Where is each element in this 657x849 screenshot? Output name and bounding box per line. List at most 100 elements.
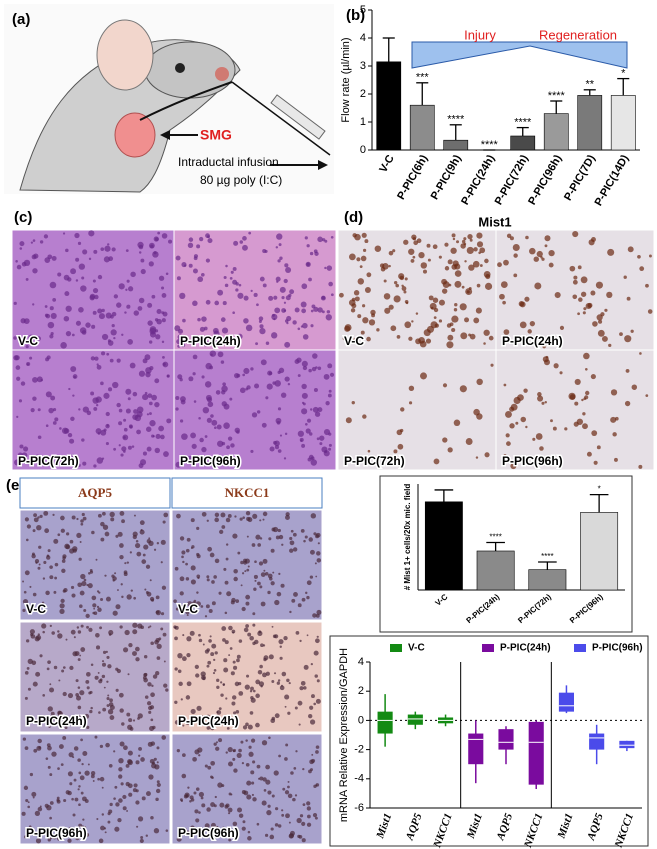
texture (156, 780, 160, 784)
texture (630, 329, 634, 333)
texture (301, 392, 308, 399)
texture (213, 575, 217, 579)
texture (69, 438, 75, 444)
texture (408, 248, 415, 255)
texture (202, 676, 206, 681)
texture (235, 710, 240, 714)
texture (461, 239, 466, 244)
texture (300, 439, 303, 442)
texture (107, 340, 114, 346)
texture (109, 705, 115, 711)
texture (143, 544, 149, 550)
texture (177, 828, 183, 833)
texture (509, 423, 515, 429)
texture (175, 607, 179, 611)
texture (289, 548, 294, 553)
texture (71, 515, 76, 520)
image-label: P-PIC(72h) (344, 454, 405, 468)
texture (289, 536, 293, 541)
texture (45, 424, 49, 428)
texture (362, 304, 366, 308)
texture (80, 573, 86, 580)
texture (584, 395, 589, 400)
texture (230, 671, 235, 676)
texture (222, 826, 225, 830)
texture (179, 591, 184, 596)
texture (46, 805, 52, 811)
texture (96, 818, 99, 821)
texture (209, 635, 212, 638)
texture (314, 411, 321, 417)
texture (180, 342, 186, 348)
texture (100, 825, 105, 831)
texture (57, 767, 60, 770)
texture (214, 830, 217, 834)
texture (544, 400, 547, 404)
texture (163, 451, 169, 457)
texture (144, 588, 147, 591)
texture (148, 340, 153, 344)
texture (106, 655, 110, 659)
texture (278, 572, 281, 575)
texture (454, 303, 458, 307)
texture (102, 707, 107, 712)
texture (182, 827, 188, 833)
texture (289, 610, 292, 614)
texture (469, 238, 473, 242)
texture (308, 713, 313, 719)
texture (216, 678, 220, 682)
texture (126, 561, 130, 564)
texture (306, 244, 310, 248)
chart-frame (379, 475, 633, 633)
texture (323, 450, 330, 457)
texture (157, 231, 161, 235)
texture (311, 694, 315, 699)
texture (312, 613, 317, 618)
x-tick-label: NKCC1 (522, 812, 546, 849)
texture (572, 294, 578, 300)
texture (207, 765, 212, 770)
texture (49, 281, 57, 289)
texture (176, 339, 182, 345)
texture (161, 318, 166, 323)
texture (223, 275, 227, 280)
texture (105, 312, 112, 319)
texture (231, 629, 236, 634)
texture (188, 263, 193, 268)
texture (82, 516, 87, 521)
texture (138, 463, 144, 469)
texture (451, 264, 457, 270)
texture (60, 342, 67, 349)
image-label: V-C (344, 334, 364, 348)
texture (252, 612, 256, 616)
texture (118, 421, 123, 426)
texture (366, 336, 371, 342)
texture (225, 751, 228, 754)
texture (41, 601, 45, 605)
texture (208, 639, 212, 643)
texture (217, 440, 224, 447)
texture (564, 427, 568, 431)
texture (109, 802, 113, 807)
bar (443, 139, 469, 151)
texture (74, 797, 79, 802)
texture (274, 823, 279, 827)
texture (155, 334, 161, 340)
texture (224, 611, 228, 615)
texture (195, 818, 200, 823)
texture (246, 794, 252, 800)
texture (279, 685, 285, 691)
texture (113, 797, 116, 800)
texture (235, 722, 239, 726)
texture (544, 359, 550, 366)
texture (301, 283, 308, 290)
texture (426, 243, 431, 248)
texture (281, 296, 285, 300)
texture (73, 636, 76, 639)
texture (84, 770, 90, 776)
texture (453, 419, 461, 427)
texture (322, 238, 326, 242)
texture (612, 432, 617, 437)
texture (204, 381, 212, 388)
texture (107, 694, 110, 697)
